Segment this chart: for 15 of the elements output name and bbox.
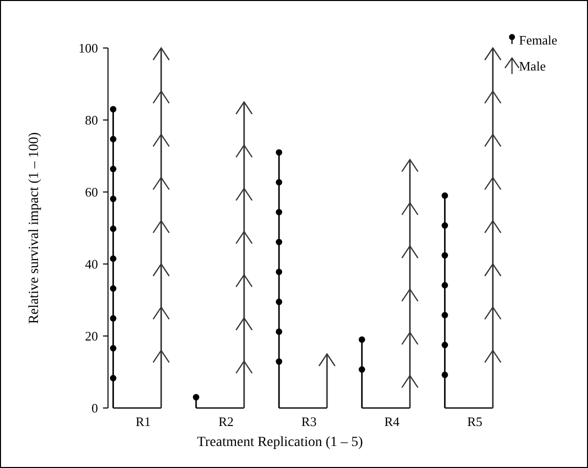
y-tick-label: 0 — [92, 400, 98, 416]
x-tick-label: R4 — [384, 414, 400, 429]
x-tick-label: R2 — [218, 414, 234, 429]
x-tick-label: R5 — [467, 414, 482, 429]
y-tick-label: 80 — [85, 112, 98, 128]
y-tick-label: 60 — [85, 184, 98, 200]
x-axis-title: Treatment Replication (1 – 5) — [197, 435, 364, 450]
legend-label: Male — [519, 58, 546, 74]
y-tick-label: 40 — [85, 256, 98, 272]
x-tick-label: R1 — [136, 414, 151, 429]
x-tick-label: R3 — [301, 414, 317, 429]
legend-label: Female — [519, 32, 558, 48]
y-tick-label: 20 — [85, 328, 98, 344]
y-tick-label: 100 — [78, 40, 98, 56]
y-axis-title: Relative survival impact (1 – 100) — [27, 132, 42, 324]
